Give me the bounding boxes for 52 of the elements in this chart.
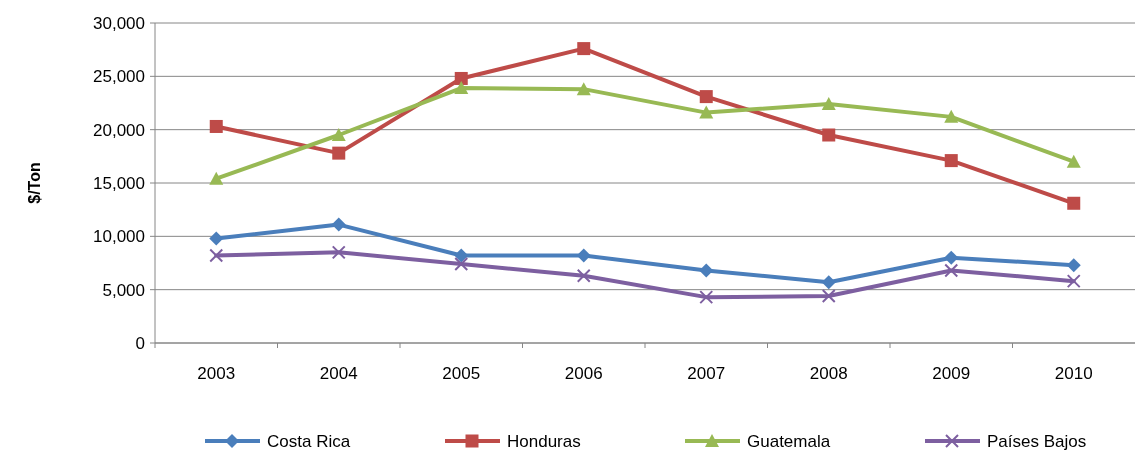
- y-tick-label: 25,000: [93, 67, 145, 87]
- point: [944, 154, 958, 168]
- x-tick-label: 2003: [197, 364, 236, 383]
- point: [944, 263, 959, 278]
- point: [331, 245, 346, 260]
- y-axis-title: $/Ton: [26, 162, 43, 204]
- point: [454, 81, 469, 95]
- point: [576, 268, 591, 283]
- point: [332, 146, 346, 160]
- point: [699, 105, 714, 119]
- point: [821, 97, 836, 111]
- point: [944, 250, 959, 265]
- point: [822, 128, 836, 142]
- y-tick-label: 5,000: [102, 280, 145, 300]
- legend-label: Países Bajos: [987, 432, 1087, 451]
- point: [944, 109, 959, 123]
- point: [454, 71, 468, 85]
- point: [576, 82, 591, 96]
- legend-label: Honduras: [507, 432, 581, 451]
- legend-label: Guatemala: [747, 432, 831, 451]
- x-tick-label: 2004: [319, 364, 358, 383]
- x-tick-label: 2007: [687, 364, 726, 383]
- x-tick-label: 2005: [442, 364, 481, 383]
- y-tick-label: 30,000: [93, 13, 145, 33]
- y-tick-label: 10,000: [93, 227, 145, 247]
- point: [577, 42, 591, 56]
- x-tick-label: 2010: [1054, 364, 1093, 383]
- point: [1067, 196, 1081, 210]
- point: [821, 289, 836, 304]
- point: [331, 217, 346, 232]
- x-tick-label: 2006: [564, 364, 603, 383]
- point: [209, 119, 223, 133]
- point: [576, 248, 591, 263]
- point: [699, 290, 714, 305]
- point: [454, 248, 469, 263]
- legend-label: Costa Rica: [267, 432, 351, 451]
- point: [821, 275, 836, 290]
- point: [699, 263, 714, 278]
- x-tick-label: 2008: [809, 364, 848, 383]
- point: [209, 171, 224, 185]
- point: [1066, 274, 1081, 289]
- point: [331, 128, 346, 141]
- x-tick-label: 2009: [932, 364, 971, 383]
- point: [454, 257, 469, 272]
- point: [1066, 154, 1081, 168]
- point: [209, 231, 224, 246]
- point: [209, 248, 224, 263]
- point: [699, 90, 713, 104]
- point: [1066, 258, 1081, 273]
- y-tick-label: 15,000: [93, 173, 145, 193]
- y-tick-label: 0: [135, 333, 145, 353]
- y-tick-label: 20,000: [93, 120, 145, 140]
